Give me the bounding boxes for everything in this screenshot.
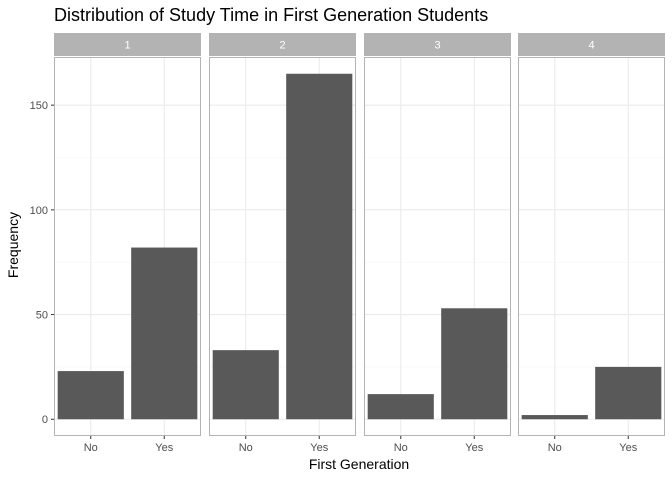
- bar-1-yes: [131, 247, 198, 420]
- facet-strip-label: 4: [588, 40, 594, 52]
- facet-strip-label: 1: [124, 40, 130, 52]
- facet-strip: [518, 33, 665, 56]
- facet-panel-1: 1 No Yes: [54, 33, 201, 454]
- bar-4-yes: [595, 366, 662, 420]
- panel-border: [54, 57, 201, 436]
- facet-panels: 1 No Yes 2 No Yes 3 No Yes 4 No Yes: [54, 33, 665, 454]
- bar-2-no: [212, 350, 279, 420]
- bar-3-yes: [441, 308, 508, 420]
- x-tick-label: No: [394, 442, 408, 454]
- x-axis-title: First Generation: [309, 456, 409, 472]
- y-tick-label: 100: [30, 205, 48, 217]
- y-tick-label: 0: [42, 414, 48, 426]
- bar-3-no: [367, 394, 434, 420]
- y-axis-title: Frequency: [5, 212, 21, 278]
- x-tick-label: No: [239, 442, 253, 454]
- bar-2-yes: [286, 73, 353, 420]
- bar-4-no: [521, 415, 588, 420]
- y-tick-label: 50: [36, 310, 48, 322]
- facet-strip: [364, 33, 511, 56]
- facet-panel-4: 4 No Yes: [518, 33, 665, 454]
- x-tick-label: Yes: [310, 442, 328, 454]
- bar-1-no: [57, 371, 124, 420]
- x-tick-label: Yes: [465, 442, 483, 454]
- x-tick-label: No: [84, 442, 98, 454]
- x-tick-label: Yes: [619, 442, 637, 454]
- panel-border: [209, 57, 356, 436]
- chart-title: Distribution of Study Time in First Gene…: [54, 5, 488, 25]
- facet-panel-3: 3 No Yes: [364, 33, 511, 454]
- x-tick-label: No: [548, 442, 562, 454]
- y-axis-tick-labels: 0 50 100 150: [30, 100, 54, 426]
- panel-border: [518, 57, 665, 436]
- facet-strip: [209, 33, 356, 56]
- x-tick-label: Yes: [155, 442, 173, 454]
- facet-strip: [54, 33, 201, 56]
- facet-panel-2: 2 No Yes: [209, 33, 356, 454]
- facet-strip-label: 2: [279, 40, 285, 52]
- facet-strip-label: 3: [434, 40, 440, 52]
- y-tick-label: 150: [30, 100, 48, 112]
- panel-border: [364, 57, 511, 436]
